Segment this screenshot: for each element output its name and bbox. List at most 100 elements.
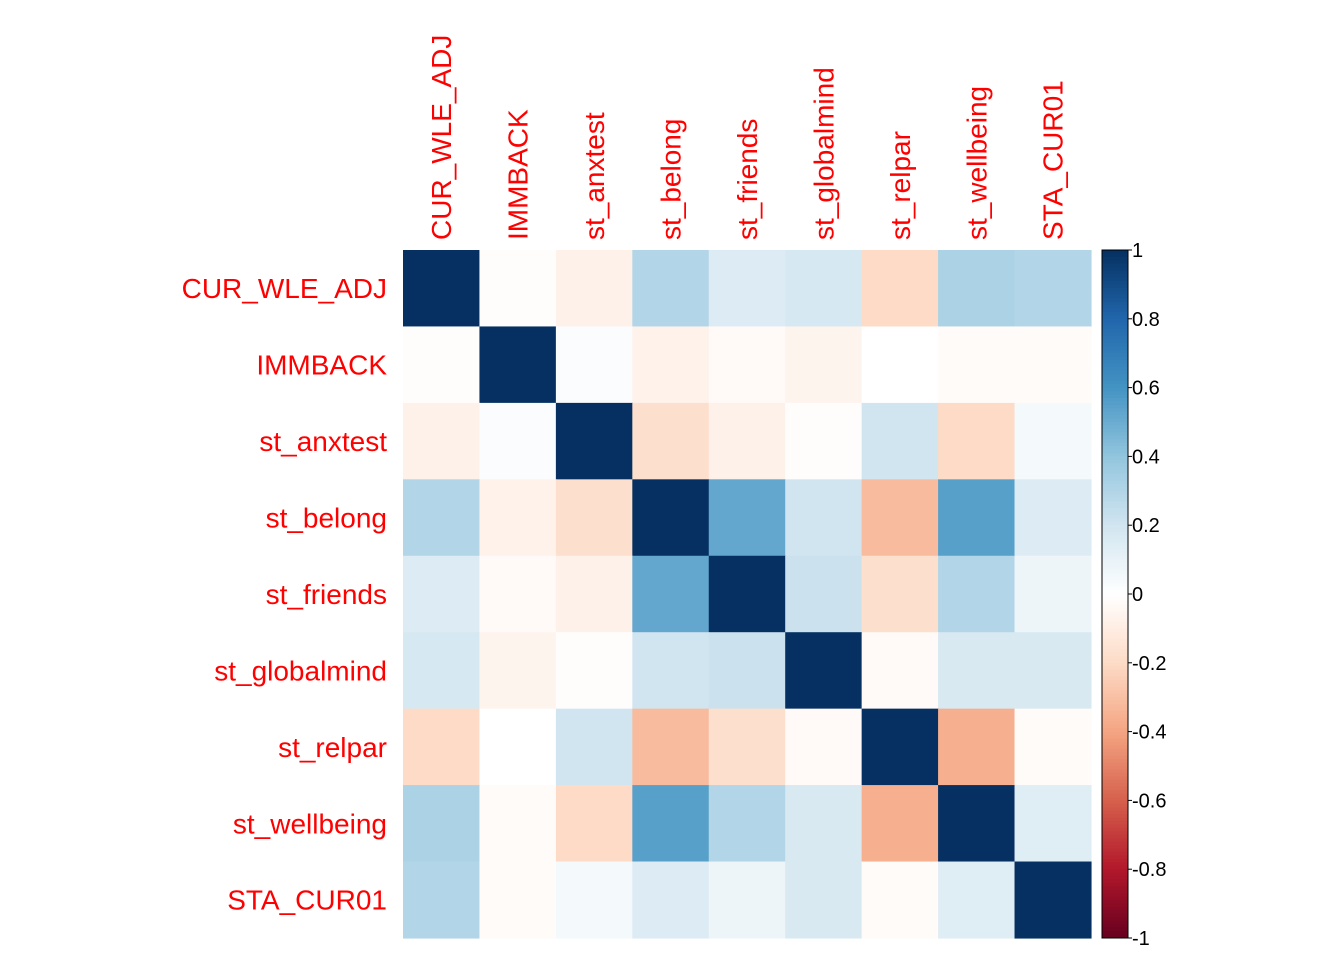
colorbar-segment	[1102, 621, 1128, 626]
heatmap-cell	[938, 402, 1016, 480]
colorbar-segment	[1102, 642, 1128, 647]
colorbar-segment	[1102, 260, 1128, 265]
colorbar-segment	[1102, 793, 1128, 798]
colorbar-segment	[1102, 456, 1128, 461]
column-label: st_friends	[732, 119, 763, 240]
colorbar-segment	[1102, 869, 1128, 874]
colorbar-segment	[1102, 452, 1128, 457]
colorbar-segment	[1102, 876, 1128, 881]
column-label: st_anxtest	[579, 112, 610, 240]
colorbar-segment	[1102, 339, 1128, 344]
colorbar-tick-label: 0.8	[1132, 309, 1160, 331]
heatmap-cell	[1014, 708, 1092, 786]
row-label: st_relpar	[278, 732, 387, 763]
heatmap-cell	[708, 402, 786, 480]
heatmap-cell	[938, 555, 1016, 633]
colorbar-segment	[1102, 917, 1128, 922]
colorbar-segment	[1102, 573, 1128, 578]
colorbar-segment	[1102, 803, 1128, 808]
colorbar-segment	[1102, 542, 1128, 547]
colorbar-segment	[1102, 349, 1128, 354]
colorbar-segment	[1102, 618, 1128, 623]
colorbar-segment	[1102, 645, 1128, 650]
colorbar-segment	[1102, 659, 1128, 664]
heatmap-cell	[708, 785, 786, 863]
heatmap-cell	[938, 632, 1016, 710]
colorbar-segment	[1102, 556, 1128, 561]
colorbar-segment	[1102, 817, 1128, 822]
colorbar-segment	[1102, 501, 1128, 506]
heatmap-cell	[632, 632, 710, 710]
row-labels: CUR_WLE_ADJ IMMBACK st_anxtest st_belong st_…	[182, 273, 388, 916]
colorbar-segment	[1102, 638, 1128, 643]
colorbar-segment	[1102, 483, 1128, 488]
colorbar-segment	[1102, 676, 1128, 681]
colorbar-segment	[1102, 463, 1128, 468]
colorbar-segment	[1102, 563, 1128, 567]
colorbar-segment	[1102, 342, 1128, 347]
colorbar-segment	[1102, 769, 1128, 774]
heatmap-cell	[861, 785, 939, 863]
colorbar-segment	[1102, 741, 1128, 746]
colorbar-segment	[1102, 466, 1128, 471]
heatmap-cell	[708, 861, 786, 939]
row-label: IMMBACK	[256, 350, 387, 381]
colorbar-segment	[1102, 882, 1128, 887]
heatmap-cell	[1014, 555, 1092, 633]
heatmap-cell	[708, 555, 786, 633]
colorbar-segment	[1102, 511, 1128, 516]
colorbar-segment	[1102, 814, 1128, 819]
colorbar-segment	[1102, 446, 1128, 451]
colorbar-segment	[1102, 305, 1128, 309]
colorbar-tick-label: -0.6	[1132, 790, 1166, 812]
colorbar-segment	[1102, 673, 1128, 678]
heatmap-cell	[479, 326, 557, 404]
colorbar-segment	[1102, 838, 1128, 843]
column-labels: CUR_WLE_ADJ IMMBACK st_anxtest st_belong st_…	[426, 35, 1069, 240]
colorbar-segment	[1102, 666, 1128, 671]
colorbar-segment	[1102, 487, 1128, 492]
colorbar-segment	[1102, 693, 1128, 698]
colorbar-segment	[1102, 449, 1128, 454]
colorbar-segment	[1102, 356, 1128, 361]
colorbar-segment	[1102, 852, 1128, 856]
colorbar-segment	[1102, 552, 1128, 557]
colorbar-segment	[1102, 267, 1128, 272]
colorbar-segment	[1102, 274, 1128, 279]
colorbar-segment	[1102, 353, 1128, 358]
heatmap-cell	[1014, 326, 1092, 404]
colorbar-segment	[1102, 704, 1128, 709]
colorbar-segment	[1102, 432, 1128, 437]
heatmap-cell	[708, 632, 786, 710]
colorbar-segment	[1102, 325, 1128, 330]
column-label: IMMBACK	[503, 109, 534, 240]
heatmap-cell	[479, 708, 557, 786]
colorbar-segment	[1102, 287, 1128, 292]
colorbar-segment	[1102, 907, 1128, 911]
colorbar-segment	[1102, 649, 1128, 653]
colorbar-segment	[1102, 879, 1128, 884]
row-label: CUR_WLE_ADJ	[182, 273, 387, 304]
heatmap-cell	[555, 250, 633, 328]
colorbar-segment	[1102, 528, 1128, 533]
colorbar-segment	[1102, 559, 1128, 564]
colorbar-tick-label: 0.4	[1132, 446, 1160, 468]
heatmap-cell	[403, 632, 481, 710]
colorbar-segment	[1102, 580, 1128, 585]
column-label: STA_CUR01	[1038, 80, 1069, 240]
colorbar-segment	[1102, 291, 1128, 296]
heatmap-cell	[632, 402, 710, 480]
heatmap-cells	[403, 250, 1092, 939]
colorbar-segment	[1102, 332, 1128, 337]
colorbar-segment	[1102, 318, 1128, 323]
colorbar-segment	[1102, 525, 1128, 530]
colorbar-segment	[1102, 738, 1128, 743]
heatmap-cell	[708, 326, 786, 404]
colorbar-segment	[1102, 858, 1128, 863]
colorbar-segment	[1102, 752, 1128, 757]
colorbar-segment	[1102, 301, 1128, 306]
colorbar-segment	[1102, 518, 1128, 523]
colorbar-segment	[1102, 886, 1128, 891]
colorbar-segment	[1102, 397, 1128, 402]
colorbar-segment	[1102, 250, 1128, 254]
